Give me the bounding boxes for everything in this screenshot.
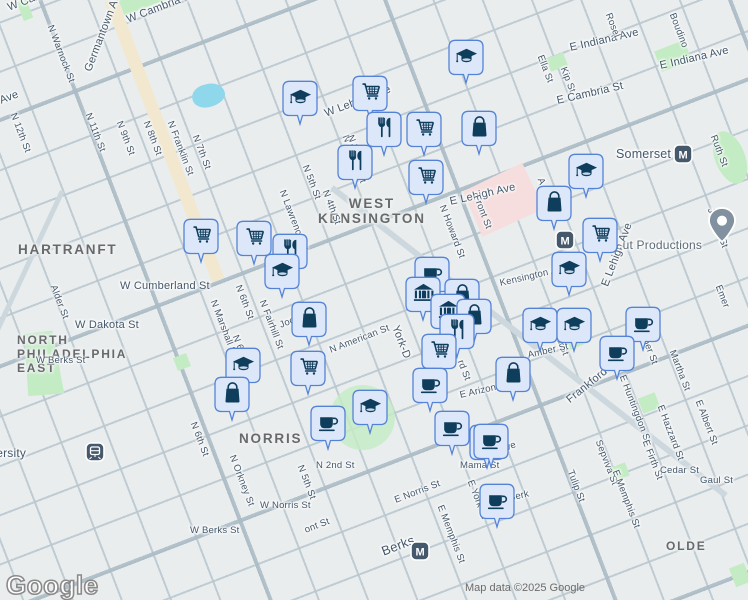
- svg-text:M: M: [679, 149, 688, 161]
- svg-text:M: M: [416, 546, 425, 558]
- svg-text:M: M: [561, 235, 570, 247]
